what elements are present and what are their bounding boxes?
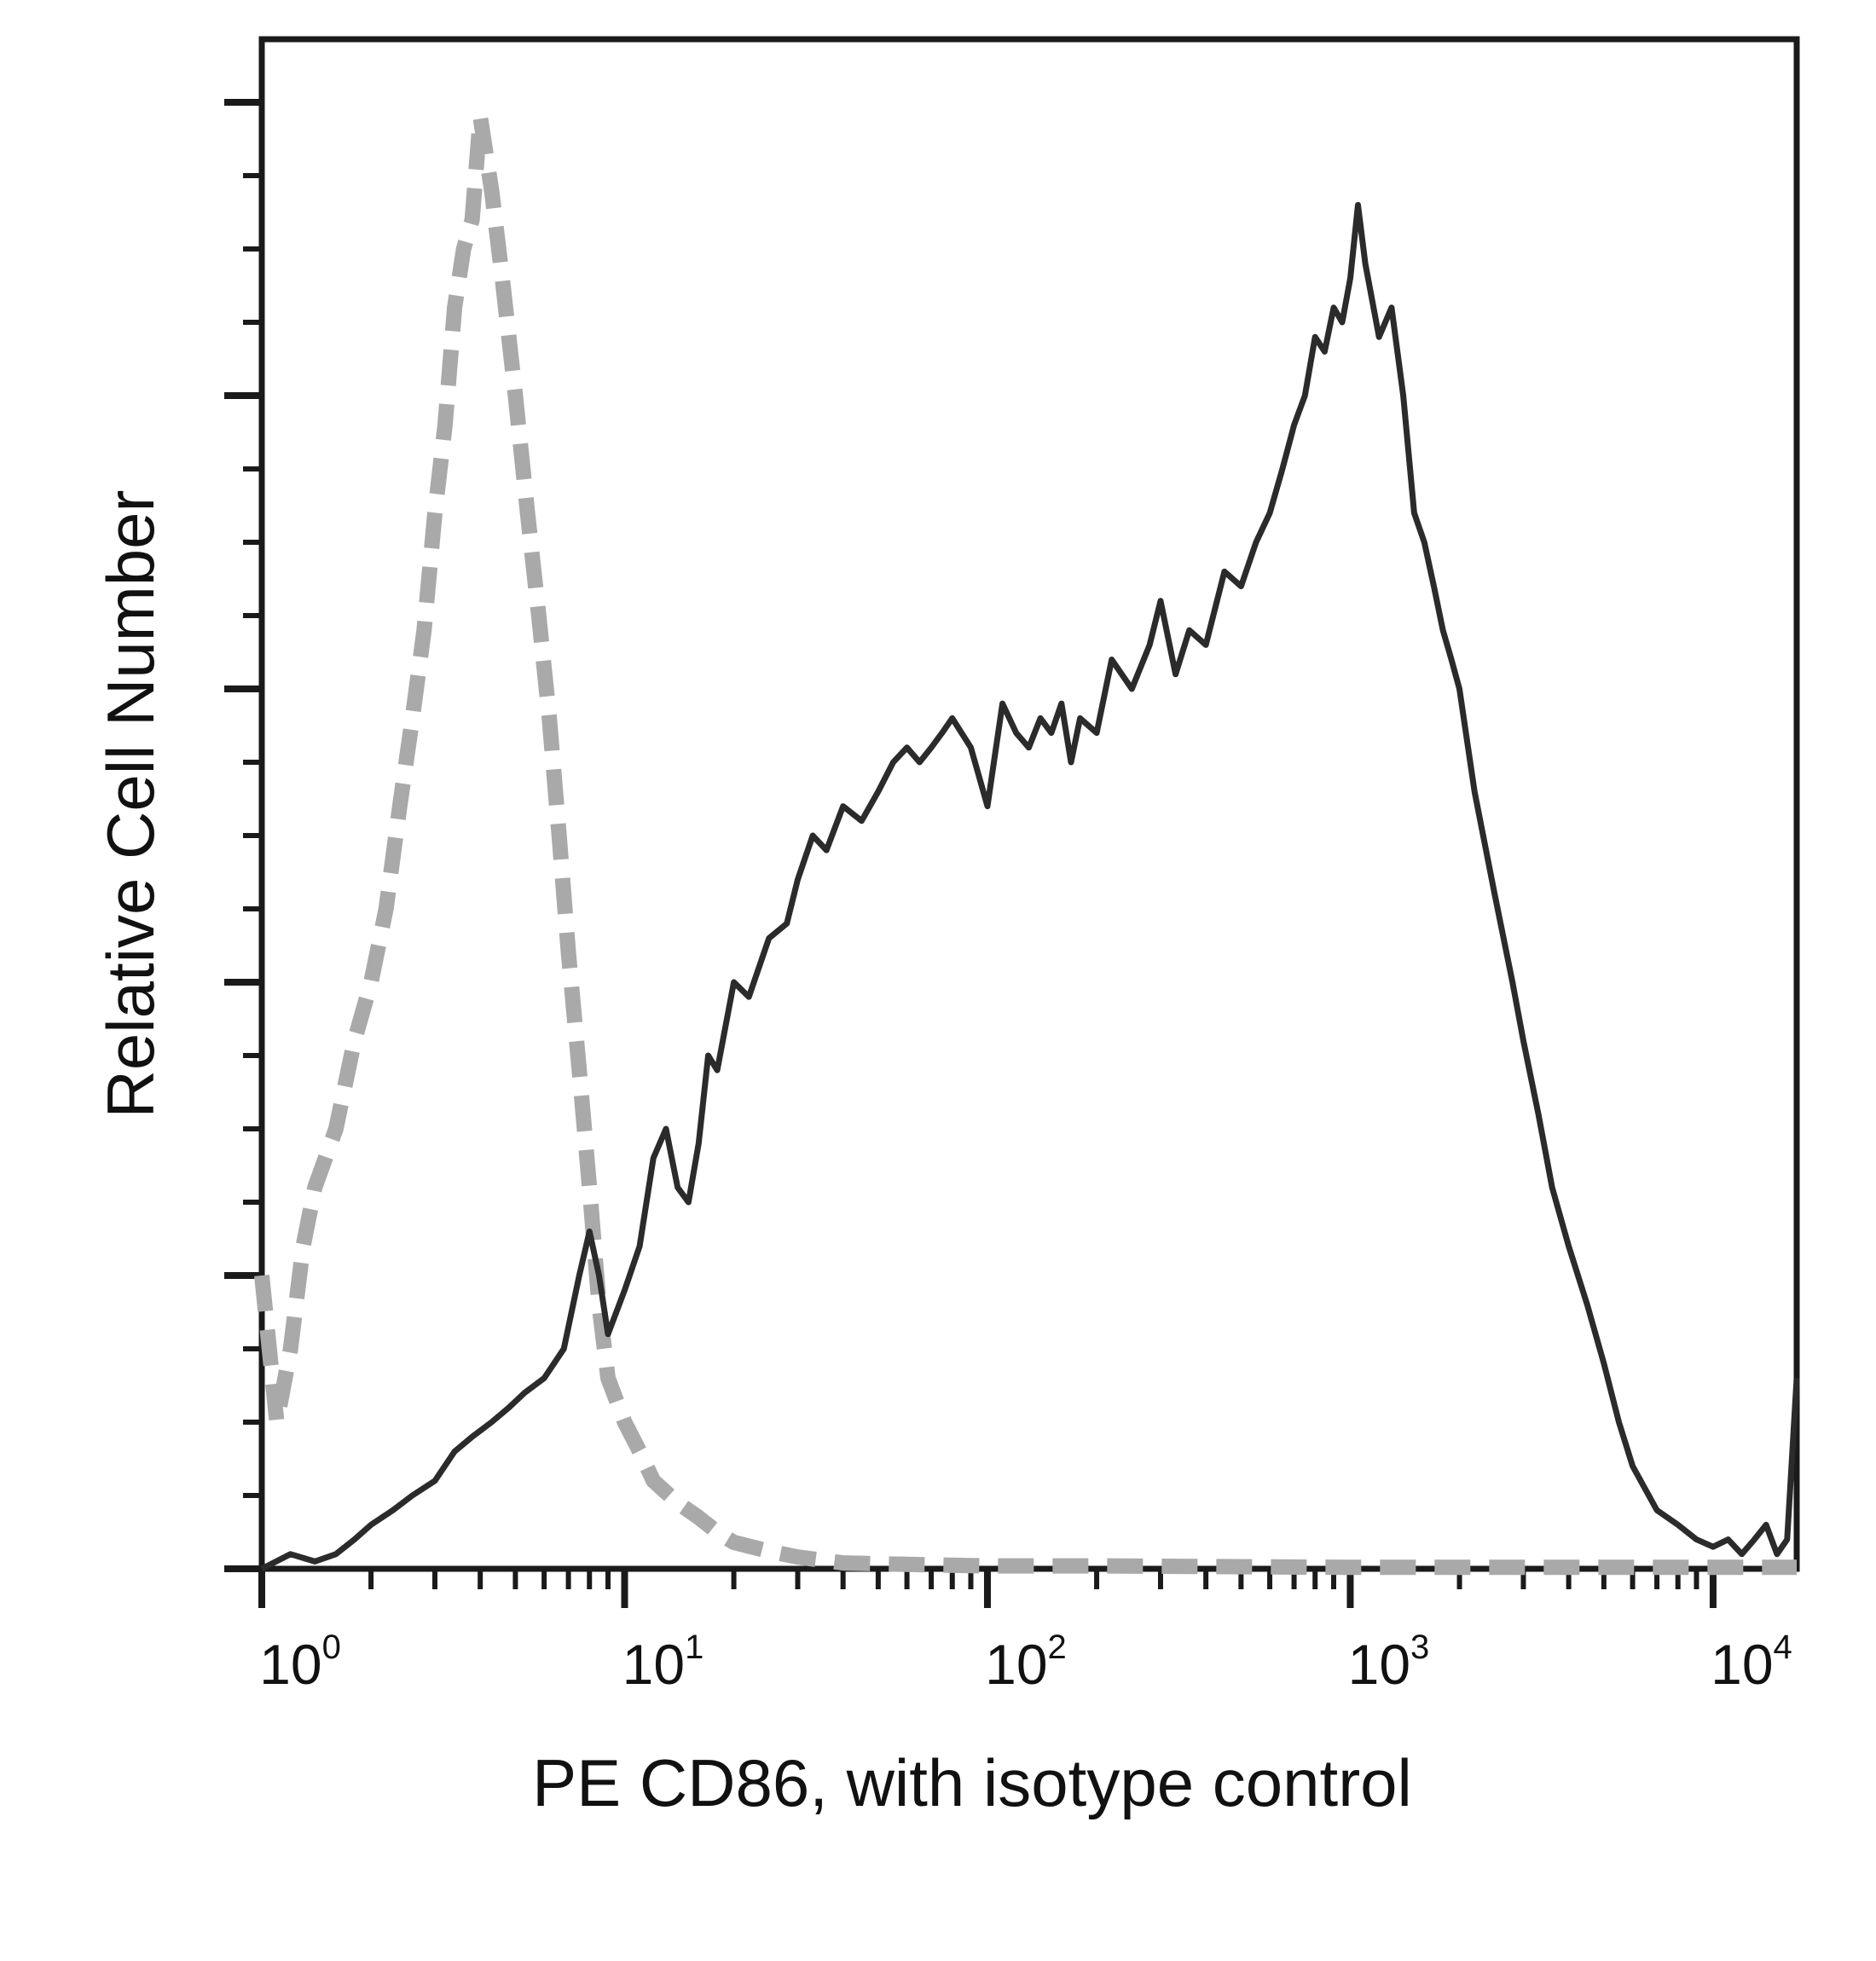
series-layer (254, 109, 1800, 1576)
x-axis-tick-labels: 100 101 102 103 104 (259, 1628, 1792, 1696)
y-axis-ticks (224, 99, 262, 1572)
x-tick-label: 103 (1348, 1628, 1430, 1696)
x-tick-label: 101 (622, 1628, 704, 1696)
isotype-control-series (254, 109, 1797, 1576)
x-tick-label: 100 (259, 1628, 341, 1696)
x-tick-label: 104 (1711, 1628, 1792, 1696)
x-axis-ticks (258, 1569, 1717, 1608)
y-axis-title: Relative Cell Number (93, 490, 168, 1119)
x-axis-title: PE CD86, with isotype control (532, 1745, 1412, 1820)
plot-frame (258, 36, 1800, 1572)
x-tick-label: 102 (985, 1628, 1067, 1696)
cd86-series (260, 201, 1800, 1572)
